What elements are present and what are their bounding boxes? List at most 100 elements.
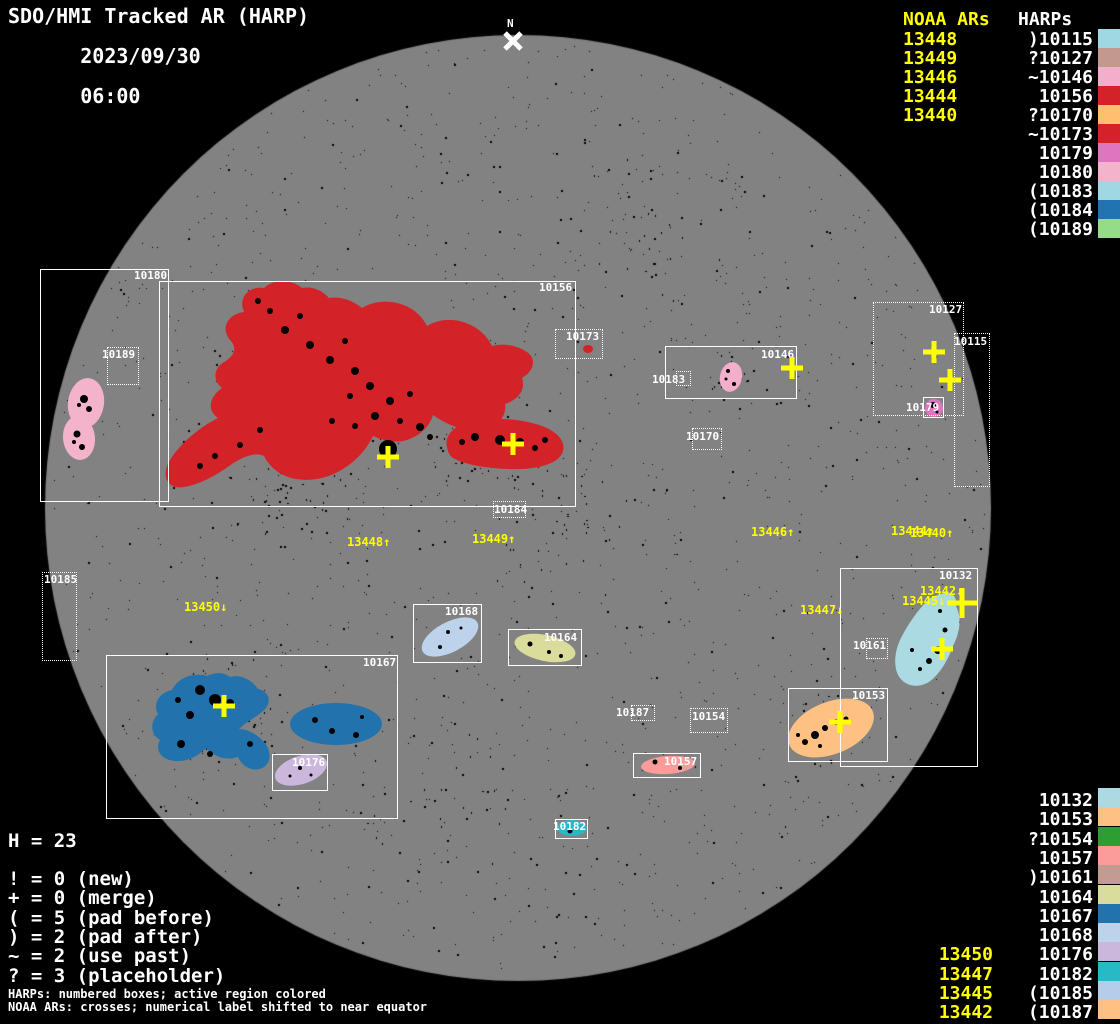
noaa-drift-label: 13440↑ [910,526,954,540]
harp-list-item: 10176 [1038,944,1093,966]
harp-box-10173 [555,329,603,359]
harp-box-10115 [954,333,990,487]
harp-box-10180 [40,269,169,502]
region-10173 [583,345,593,353]
legend-line-item: ! = 0 (new) [8,868,134,890]
region-10153 [788,698,874,758]
harp-color-swatch [1098,86,1120,105]
harp-list-item: (10187 [1027,1002,1093,1024]
harp-list-item: ~10173 [1027,124,1093,145]
harp-color-swatch [1098,884,1120,904]
harp-box-label-10187: 10187 [616,706,650,719]
noaa-ar-item: 13444 [903,86,958,107]
legend-line-item: ) = 2 (pad after) [8,925,203,948]
harp-box-10185 [42,572,77,661]
legend-line-item: + = 0 (merge) [8,887,157,910]
harp-box-label-10180: 10180 [134,269,168,282]
noaa-cross-marker [781,357,803,379]
page-title: SDO/HMI Tracked AR (HARP) [8,4,310,28]
harp-list-item: 10180 [1038,162,1093,183]
harp-color-swatch [1098,29,1120,48]
harp-box-10157 [633,753,701,778]
harp-list-item: ?10170 [1027,105,1093,126]
harp-color-swatch [1098,788,1120,807]
harp-box-label-10153: 10153 [852,689,886,702]
sunspots-10146 [724,369,736,386]
harp-color-swatch [1098,67,1120,86]
harp-list-item: ?10154 [1027,828,1093,850]
noaa-ars-header: NOAA ARs [903,9,990,30]
harp-color-swatch [1098,923,1120,943]
noaa-drift-label: 13449↑ [472,532,516,546]
noaa-cross-marker [931,638,953,660]
harp-box-10132 [840,568,978,767]
harp-color-swatch [1098,826,1120,846]
harp-color-swatch [1098,807,1120,827]
noaa-ar-item: 13442 [938,1002,993,1024]
harp-box-10161 [866,638,888,659]
harp-box-10176 [272,754,328,791]
harp-box-label-10167: 10167 [363,656,397,669]
noaa-drift-label: 13444↑ [891,524,935,538]
harp-box-10154 [690,708,728,733]
harp-color-swatch [1098,903,1120,923]
harp-box-label-10179: 10179 [906,401,940,414]
harp-list-item: 10179 [1038,143,1093,164]
harp-list-item: )10161 [1027,867,1093,889]
harp-box-10168 [413,604,482,663]
harps-header: HARPs [1018,9,1073,30]
harp-box-label-10185: 10185 [44,573,78,586]
noaa-ar-item: 13449 [903,48,958,69]
harp-list-item: )10115 [1027,29,1093,50]
region-10179 [925,399,943,417]
harp-color-swatch [1098,105,1120,124]
harp-box-label-10157: 10157 [664,755,698,768]
harp-list-item: (10185 [1027,983,1093,1004]
noaa-ar-item: 13440 [903,105,958,126]
harp-box-10153 [788,688,888,762]
noaa-drift-label: 13448↑ [347,535,391,549]
noaa-cross-marker [939,369,961,391]
legend-line-item: ( = 5 (pad before) [8,906,214,929]
noaa-ar-item: 13446 [903,67,958,88]
harp-list-item: (10183 [1027,181,1093,202]
noaa-drift-label: 13446↑ [751,525,795,539]
harp-color-swatch [1098,865,1120,885]
harp-list-item: 10156 [1038,86,1093,107]
harp-color-swatch [1098,845,1120,865]
harp-box-10187 [631,705,655,721]
harp-box-label-10189: 10189 [102,348,136,361]
harp-box-label-10183: 10183 [652,373,686,386]
noaa-ar-item: 13447 [938,963,993,985]
harp-box-10183 [676,371,691,386]
noaa-cross-marker [502,433,524,455]
region-10182 [557,820,587,836]
harp-box-label-10156: 10156 [539,281,573,294]
sunspots-10157 [652,759,682,770]
sunspots-10176 [288,766,313,778]
harp-color-swatch [1098,1000,1120,1020]
harp-box-label-10184: 10184 [494,503,528,516]
noaa-drift-label: 13450↓ [184,600,228,614]
harp-list-item: 10157 [1038,847,1093,869]
harp-list-item: ~10146 [1027,67,1093,88]
region-10132 [895,592,960,686]
sunspots-10182 [567,828,573,834]
noaa-cross-marker [829,711,851,733]
noaa-drift-label: 13445↓ [902,594,946,608]
harp-list-item: 10153 [1038,809,1093,831]
region-10180 [62,378,105,460]
harp-color-swatch [1098,124,1120,143]
harp-list-item: 10167 [1038,905,1093,927]
noaa-drift-label: 13442↓ [920,584,964,598]
harp-box-10184 [493,501,526,518]
harp-color-swatch [1098,143,1120,162]
harp-box-label-10127: 10127 [929,303,963,316]
harp-box-label-10132: 10132 [939,569,973,582]
title-block: SDO/HMI Tracked AR (HARP) 2023/09/30 06:… [8,6,309,126]
harp-color-swatch [1098,219,1120,238]
sunspots-10164 [527,641,563,658]
harp-color-swatch [1098,181,1120,200]
